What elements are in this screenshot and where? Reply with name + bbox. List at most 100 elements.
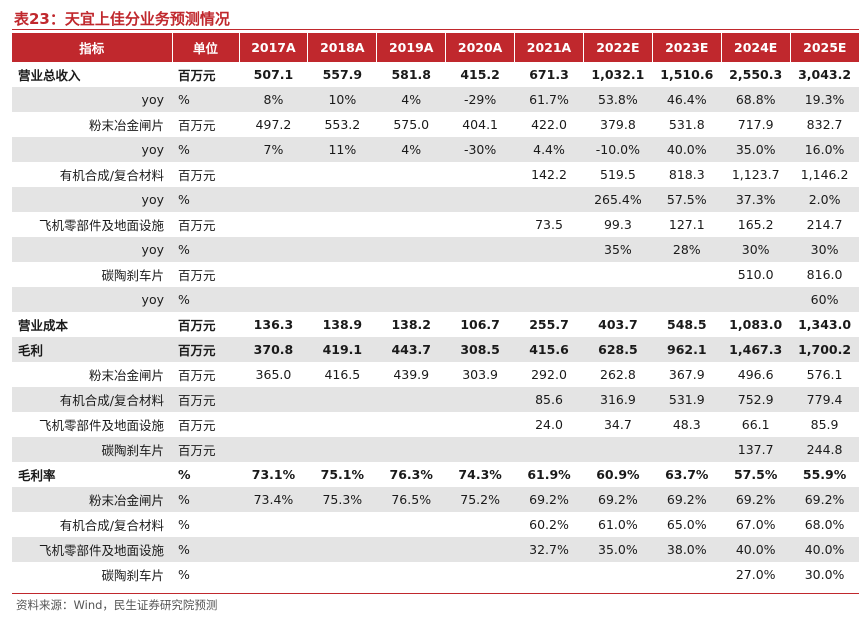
value-cell: 85.9 [810,417,839,432]
value-cell: 30.0% [804,567,845,582]
value-cell: 214.7 [806,217,843,232]
value-cell [377,162,446,187]
row-label: 粉末冶金闸片 [88,368,164,383]
value-cell [307,387,377,412]
value-cell: 61.9% [527,467,571,482]
header-year: 2018A [307,33,378,62]
value-cell: 137.7 [721,437,791,462]
value-cell: 262.8 [600,367,636,382]
value-cell: 2.0% [790,187,859,212]
value-cell [652,437,722,462]
value-cell: 443.7 [376,337,446,362]
value-cell: 1,700.2 [790,337,859,362]
value-cell: 73.1% [251,467,296,482]
value-cell: 40.0% [790,537,859,562]
table-row: 碳陶刹车片 百万元 510.0 816.0 [12,262,859,287]
table-row: 碳陶刹车片% 27.0% 30.0% [12,562,859,587]
value-cell: 255.7 [529,317,569,332]
value-cell: 752.9 [721,387,791,412]
value-cell: 74.3% [458,467,502,482]
row-unit: 百万元 [178,218,216,233]
table-row: 有机合成/复合材料 百万元 142.2 519.5 818.3 1,123.7 1,146.… [12,162,859,187]
table-title: 表23：天宜上佳分业务预测情况 [14,10,230,28]
value-cell: 1,123.7 [731,167,780,182]
row-label: yoy [12,187,172,212]
row-unit: 百万元 [172,387,239,412]
value-cell: 63.7% [665,467,709,482]
value-cell: 415.2 [460,67,500,82]
value-cell: 816.0 [806,267,843,282]
value-cell [376,287,446,312]
header-row: 指标 单位 2017A 2018A 2019A 2020A 2021A 2022E 2023… [12,33,859,62]
row-unit: % [172,187,239,212]
value-cell [239,412,308,437]
value-cell [583,437,653,462]
value-cell: 142.2 [531,167,567,182]
value-cell: 61.0% [598,517,638,532]
value-cell [652,262,721,287]
value-cell: 106.7 [460,317,500,332]
value-cell: 8% [239,87,308,112]
value-cell: 57.5% [652,187,722,212]
row-label: 有机合成/复合材料 [59,518,164,533]
value-cell: 507.1 [253,67,294,82]
value-cell [308,212,377,237]
value-cell [239,512,308,537]
value-cell: 66.1 [741,417,770,432]
value-cell: 75.1% [320,467,365,482]
value-cell: 531.9 [652,387,722,412]
value-cell [583,287,653,312]
value-cell: 65.0% [666,517,707,532]
value-cell: 2,550.3 [729,67,783,82]
value-cell: 60% [790,287,859,312]
value-cell: 69.2% [790,487,859,512]
value-cell [376,437,446,462]
value-cell [514,437,584,462]
value-cell [377,562,446,587]
row-unit: % [178,517,190,532]
value-cell [376,387,446,412]
value-cell: 75.2% [445,487,515,512]
row-label: yoy [12,87,172,112]
value-cell: 415.6 [514,337,584,362]
value-cell [377,412,446,437]
table-row: 营业总收入 百万元 507.1 557.9 581.8 415.2 671.3 1,032.1… [12,62,859,87]
value-cell: 138.9 [322,317,363,332]
header-year: 2017A [239,33,309,62]
value-cell: 4% [376,137,446,162]
value-cell [239,287,308,312]
value-cell: 576.1 [806,367,843,382]
value-cell: 1,146.2 [800,167,849,182]
value-cell [652,562,721,587]
value-cell [445,537,515,562]
value-cell: 419.1 [307,337,377,362]
table-row: 碳陶刹车片 百万元 137.7 244.8 [12,437,859,462]
value-cell: 53.8% [583,87,653,112]
value-cell [515,262,584,287]
value-cell [307,437,377,462]
value-cell [514,237,584,262]
row-unit: 百万元 [178,168,216,183]
row-unit: % [178,567,190,582]
value-cell: 365.0 [255,367,292,382]
row-label: 飞机零部件及地面设施 [38,418,164,433]
value-cell: 575.0 [393,117,430,132]
value-cell [376,187,446,212]
value-cell [376,237,446,262]
value-cell: 16.0% [790,137,859,162]
row-label: 有机合成/复合材料 [12,387,172,412]
value-cell: 1,343.0 [798,317,852,332]
title-divider [12,29,859,30]
value-cell: 37.3% [721,187,791,212]
value-cell [308,412,377,437]
row-label: 碳陶刹车片 [101,268,164,283]
value-cell [239,437,308,462]
value-cell: 76.5% [376,487,446,512]
value-cell: 553.2 [324,117,361,132]
value-cell: 1,510.6 [660,67,714,82]
bottom-divider [12,593,859,594]
row-unit: 百万元 [178,418,216,433]
value-cell: 55.9% [802,467,847,482]
row-unit: % [172,287,239,312]
value-cell: 581.8 [391,67,431,82]
